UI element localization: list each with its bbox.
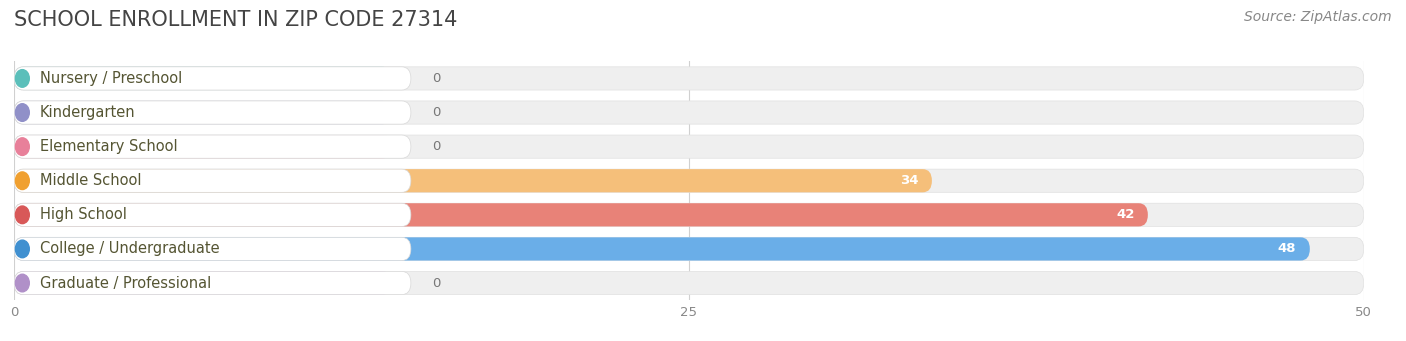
Text: 0: 0 [433,72,441,85]
Circle shape [15,206,30,224]
Text: Source: ZipAtlas.com: Source: ZipAtlas.com [1244,10,1392,24]
Text: SCHOOL ENROLLMENT IN ZIP CODE 27314: SCHOOL ENROLLMENT IN ZIP CODE 27314 [14,10,457,30]
FancyBboxPatch shape [14,135,392,158]
Text: 48: 48 [1278,242,1296,255]
Text: 0: 0 [433,140,441,153]
FancyBboxPatch shape [14,271,1364,295]
FancyBboxPatch shape [14,237,1310,261]
Text: Middle School: Middle School [41,173,142,188]
FancyBboxPatch shape [14,67,392,90]
FancyBboxPatch shape [14,169,411,192]
FancyBboxPatch shape [14,237,411,261]
Text: Graduate / Professional: Graduate / Professional [41,276,211,291]
FancyBboxPatch shape [14,271,392,295]
FancyBboxPatch shape [14,203,1147,226]
Circle shape [15,138,30,155]
Text: Kindergarten: Kindergarten [41,105,136,120]
FancyBboxPatch shape [14,101,392,124]
FancyBboxPatch shape [14,169,932,192]
FancyBboxPatch shape [14,135,411,158]
Circle shape [15,104,30,121]
FancyBboxPatch shape [14,101,411,124]
FancyBboxPatch shape [14,67,411,90]
FancyBboxPatch shape [14,203,411,226]
FancyBboxPatch shape [14,237,1364,261]
Text: Elementary School: Elementary School [41,139,177,154]
FancyBboxPatch shape [14,271,411,295]
FancyBboxPatch shape [14,67,1364,90]
Text: College / Undergraduate: College / Undergraduate [41,241,219,256]
Text: 0: 0 [433,106,441,119]
Circle shape [15,172,30,190]
FancyBboxPatch shape [14,135,1364,158]
FancyBboxPatch shape [14,169,1364,192]
Text: 0: 0 [433,277,441,290]
Circle shape [15,240,30,258]
Text: 42: 42 [1116,208,1135,221]
Text: High School: High School [41,207,127,222]
Circle shape [15,70,30,87]
Text: 34: 34 [900,174,918,187]
FancyBboxPatch shape [14,203,1364,226]
Circle shape [15,274,30,292]
FancyBboxPatch shape [14,101,1364,124]
Text: Nursery / Preschool: Nursery / Preschool [41,71,183,86]
